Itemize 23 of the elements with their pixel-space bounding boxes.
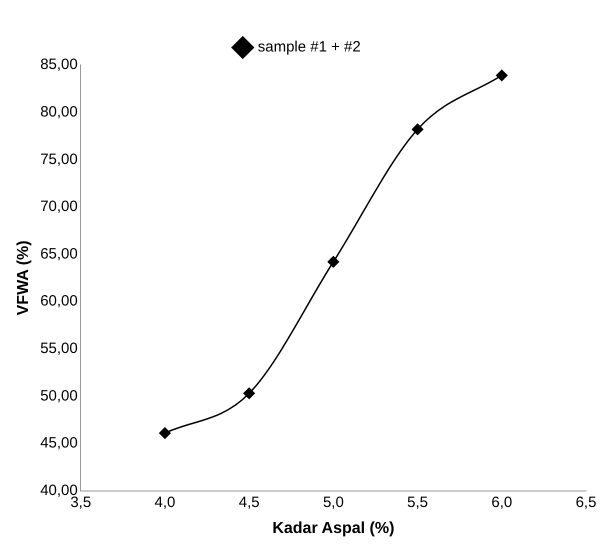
legend-label: sample #1 + #2 [258, 38, 361, 56]
y-tick-label: 70,00 [40, 198, 78, 216]
x-tick-label: 5,5 [407, 494, 428, 511]
y-tick-label: 75,00 [40, 150, 78, 168]
point [243, 388, 255, 400]
y-tick-label: 65,00 [40, 245, 78, 262]
x-tick-label: 6,5 [576, 494, 596, 511]
x-axis-title: Kadar Aspal (%) [272, 520, 394, 537]
point [159, 427, 171, 439]
x-tick-label: 6,0 [491, 494, 512, 511]
y-tick-label: 55,00 [40, 340, 78, 358]
x-tick-label: 5,0 [322, 494, 344, 511]
x-tick-label: 4,0 [154, 494, 176, 511]
y-tick-label: 45,00 [40, 434, 78, 452]
point [496, 70, 508, 82]
y-tick-label: 80,00 [40, 103, 78, 120]
y-tick-label: 85,00 [40, 56, 78, 74]
point [328, 256, 340, 268]
point [412, 124, 424, 136]
y-axis-title: VFWA (%) [15, 240, 32, 316]
y-tick-label: 50,00 [40, 387, 78, 404]
x-tick-label: 4,5 [238, 494, 260, 511]
y-tick-label: 60,00 [40, 292, 78, 310]
